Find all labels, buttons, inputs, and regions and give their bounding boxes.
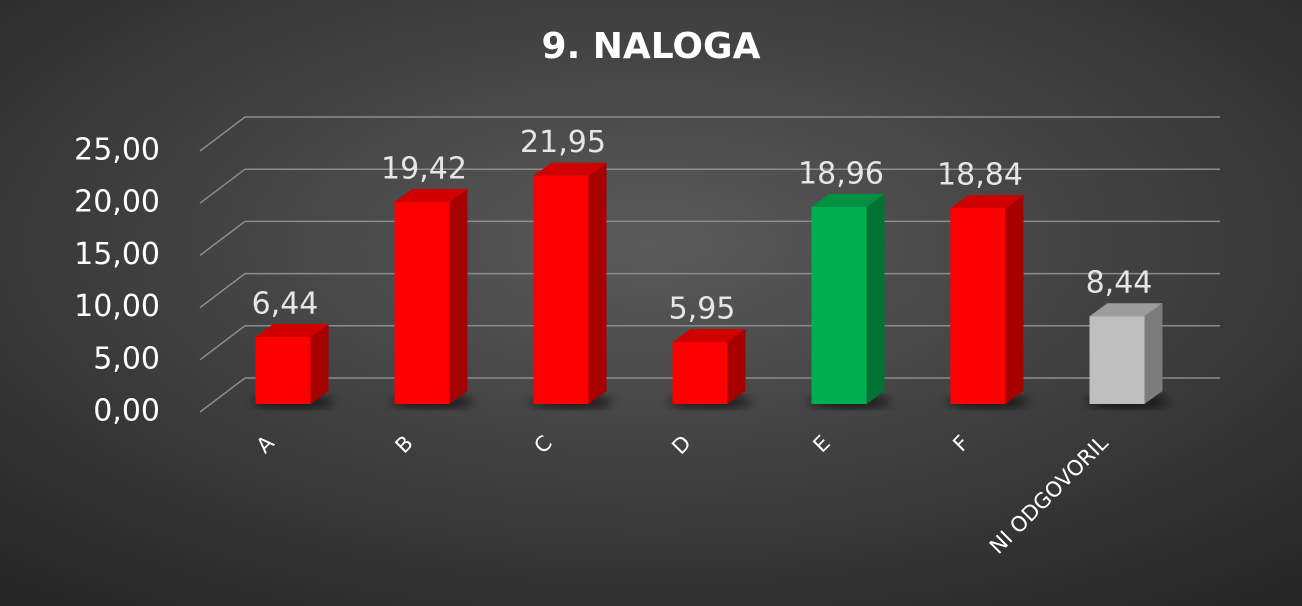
chart-title: 9. NALOGA (542, 26, 761, 67)
value-label: 8,44 (1086, 266, 1153, 301)
bar-top (672, 329, 746, 343)
bar-side (866, 193, 885, 404)
bar-side (1005, 195, 1024, 404)
bar-side (727, 329, 746, 404)
bar-top (950, 195, 1024, 209)
bar-side (310, 324, 329, 404)
bar-top (255, 324, 329, 338)
bar (255, 337, 311, 404)
grid-line (199, 168, 1220, 204)
grid-line (199, 220, 1220, 256)
value-label: 18,96 (798, 156, 884, 191)
y-tick-label: 25,00 (74, 133, 160, 168)
y-tick-label: 15,00 (74, 237, 160, 272)
bar (672, 342, 728, 404)
bar-top (533, 162, 607, 176)
value-label: 21,95 (520, 125, 606, 160)
bar-side (588, 162, 607, 404)
bar (950, 208, 1006, 404)
value-label: 19,42 (381, 152, 467, 187)
bar-top (394, 189, 468, 203)
bar (1089, 316, 1145, 404)
bar (394, 202, 450, 404)
bar-side (1144, 303, 1163, 404)
value-label: 5,95 (669, 292, 736, 327)
y-tick-label: 20,00 (74, 185, 160, 220)
bar-top (1089, 303, 1163, 317)
grid-line (199, 377, 1220, 413)
bar (533, 175, 589, 404)
bar (811, 206, 867, 404)
value-label: 18,84 (937, 158, 1023, 193)
bar-top (811, 193, 885, 207)
y-tick-label: 0,00 (93, 394, 160, 429)
y-tick-label: 10,00 (74, 289, 160, 324)
bar-side (449, 189, 468, 404)
grid-line (199, 325, 1220, 361)
grid-line (199, 272, 1220, 309)
value-label: 6,44 (252, 287, 319, 322)
grid-line (199, 116, 1220, 152)
y-tick-label: 5,00 (93, 341, 160, 376)
